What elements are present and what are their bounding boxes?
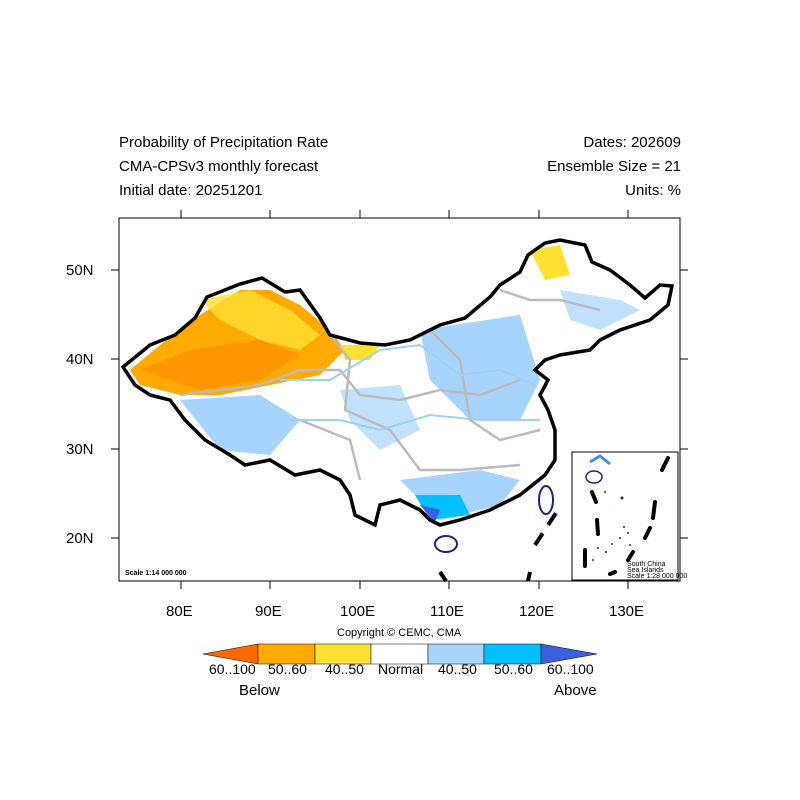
lat-tick-40n: 40N [66,351,94,368]
title-line-2: CMA-CPSv3 monthly forecast [119,158,319,175]
colorbar-label-4: Normal [378,661,424,677]
scale-label: Scale 1:14 000 000 [125,570,187,577]
lat-tick-50n: 50N [66,262,94,279]
title-line-1: Probability of Precipitation Rate [119,134,329,151]
units-label: Units: % [625,182,681,199]
taiwan-outline [538,485,554,515]
lat-tick-30n: 30N [66,441,94,458]
lon-tick-90e: 90E [255,603,282,620]
colorbar-label-6: 50..60 [494,661,533,677]
hainan-outline [434,535,458,553]
rivers [280,343,540,432]
inset-label-3: Scale 1:28 000 000 [627,573,688,580]
lon-tick-120e: 120E [519,603,555,620]
inset-label-2: Sea Islands [627,567,664,574]
probability-shading [130,245,640,522]
lon-tick-80e: 80E [166,603,193,620]
copyright: Copyright © CEMC, CMA [337,627,462,639]
lon-tick-130e: 130E [609,603,645,620]
colorbar-label-2: 50..60 [268,661,307,677]
colorbar [202,643,598,665]
lon-tick-110e: 110E [430,603,464,620]
colorbar-label-3: 40..50 [325,661,364,677]
above-label: Above [554,682,597,699]
colorbar-label-5: 40..50 [438,661,477,677]
colorbar-label-1: 60..100 [209,661,256,677]
south-china-sea-inset [571,451,679,581]
lat-tick-20n: 20N [66,530,94,547]
dates-label: Dates: 202609 [583,134,681,151]
colorbar-bin-above-60-100 [540,643,598,665]
map-frame [118,217,681,582]
below-label: Below [239,682,280,699]
colorbar-label-7: 60..100 [547,661,594,677]
axis-ticks [111,210,688,589]
ensemble-size-label: Ensemble Size = 21 [547,158,681,175]
inset-label-1: South China [627,561,666,568]
title-line-3: Initial date: 20251201 [119,182,263,199]
boundary-dashes [438,508,560,583]
lon-tick-100e: 100E [340,603,376,620]
